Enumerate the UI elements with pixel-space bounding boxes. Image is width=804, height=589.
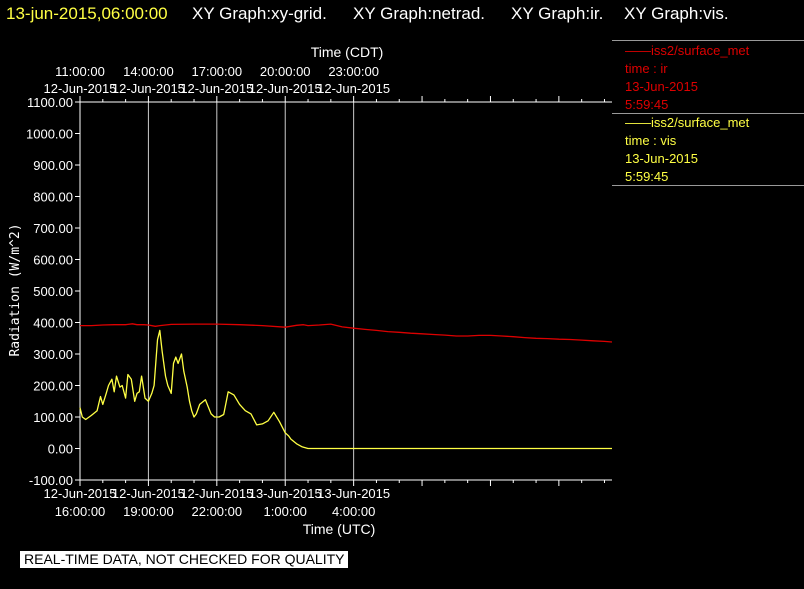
bottom-tick-date-1: 12-Jun-2015 [112, 486, 185, 501]
legend-vis-var: time : vis [625, 133, 677, 148]
x-axis-label-bottom: Time (UTC) [303, 521, 376, 537]
y-tick-label-10: 100.00 [33, 410, 73, 425]
y-tick-label-7: 400.00 [33, 316, 73, 331]
legend-vis[interactable]: ——iss2/surface_met time : vis 13-Jun-201… [625, 114, 749, 186]
top-tick-time-4: 23:00:00 [328, 64, 379, 79]
y-tick-label-5: 600.00 [33, 253, 73, 268]
y-tick-label-9: 200.00 [33, 379, 73, 394]
header-graph-netrad[interactable]: XY Graph:netrad. [353, 4, 485, 23]
legend-vis-date: 13-Jun-2015 [625, 151, 698, 166]
y-tick-label-3: 800.00 [33, 190, 73, 205]
legend-vis-time: 5:59:45 [625, 169, 669, 184]
top-tick-time-1: 14:00:00 [123, 64, 174, 79]
axis-ticks: 1100.00 1000.00 900.00 800.00 700.00 600.00 50… [26, 64, 605, 519]
top-tick-date-2: 12-Jun-2015 [180, 81, 253, 96]
bottom-tick-time-3: 1:00:00 [264, 504, 307, 519]
series-line-vis [79, 329, 612, 450]
header-timestamp: 13-jun-2015,06:00:00 [6, 4, 168, 23]
y-tick-label-4: 700.00 [33, 221, 73, 236]
bottom-tick-time-0: 16:00:00 [55, 504, 106, 519]
grid-lines [147, 102, 355, 480]
top-tick-date-4: 12-Jun-2015 [317, 81, 390, 96]
top-tick-date-1: 12-Jun-2015 [112, 81, 185, 96]
legend-ir-time: 5:59:45 [625, 97, 669, 112]
y-tick-label-11: 0.00 [48, 442, 73, 457]
graph-header: 13-jun-2015,06:00:00 XY Graph:xy-grid. X… [0, 0, 804, 30]
bottom-tick-time-1: 19:00:00 [123, 504, 174, 519]
y-tick-label-8: 300.00 [33, 347, 73, 362]
top-tick-time-0: 11:00:00 [55, 64, 105, 79]
bottom-tick-date-0: 12-Jun-2015 [44, 486, 117, 501]
y-tick-label-6: 500.00 [33, 284, 73, 299]
header-graph-vis[interactable]: XY Graph:vis. [624, 4, 729, 23]
bottom-tick-time-2: 22:00:00 [192, 504, 243, 519]
y-tick-label-2: 900.00 [33, 158, 73, 173]
top-tick-date-3: 12-Jun-2015 [249, 81, 322, 96]
header-graph-ir[interactable]: XY Graph:ir. [511, 4, 604, 23]
legend-ir-var: time : ir [625, 61, 668, 76]
quality-notice: REAL-TIME DATA, NOT CHECKED FOR QUALITY [20, 551, 349, 568]
data-series [79, 323, 613, 450]
bottom-tick-date-3: 13-Jun-2015 [249, 486, 322, 501]
y-tick-label-0: 1100.00 [27, 95, 73, 110]
y-tick-label-12: -100.00 [29, 473, 73, 488]
legend-vis-title: ——iss2/surface_met [625, 115, 750, 130]
y-tick-label-1: 1000.00 [26, 127, 73, 142]
series-line-ir [80, 323, 613, 343]
y-axis-label: Radiation (W/m^2) [8, 223, 23, 356]
top-tick-date-0: 12-Jun-2015 [44, 81, 117, 96]
legend-ir-title: ——iss2/surface_met [625, 43, 750, 58]
top-tick-time-3: 20:00:00 [260, 64, 311, 79]
top-tick-time-2: 17:00:00 [192, 64, 243, 79]
chart-axes [79, 101, 612, 481]
legend-ir-date: 13-Jun-2015 [625, 79, 698, 94]
header-graph-xy-grid[interactable]: XY Graph:xy-grid. [192, 4, 327, 23]
bottom-tick-date-2: 12-Jun-2015 [180, 486, 253, 501]
x-axis-label-top: Time (CDT) [311, 44, 384, 60]
legend-ir[interactable]: ——iss2/surface_met time : ir 13-Jun-2015… [625, 42, 749, 114]
bottom-tick-time-4: 4:00:00 [332, 504, 375, 519]
bottom-tick-date-4: 13-Jun-2015 [317, 486, 390, 501]
